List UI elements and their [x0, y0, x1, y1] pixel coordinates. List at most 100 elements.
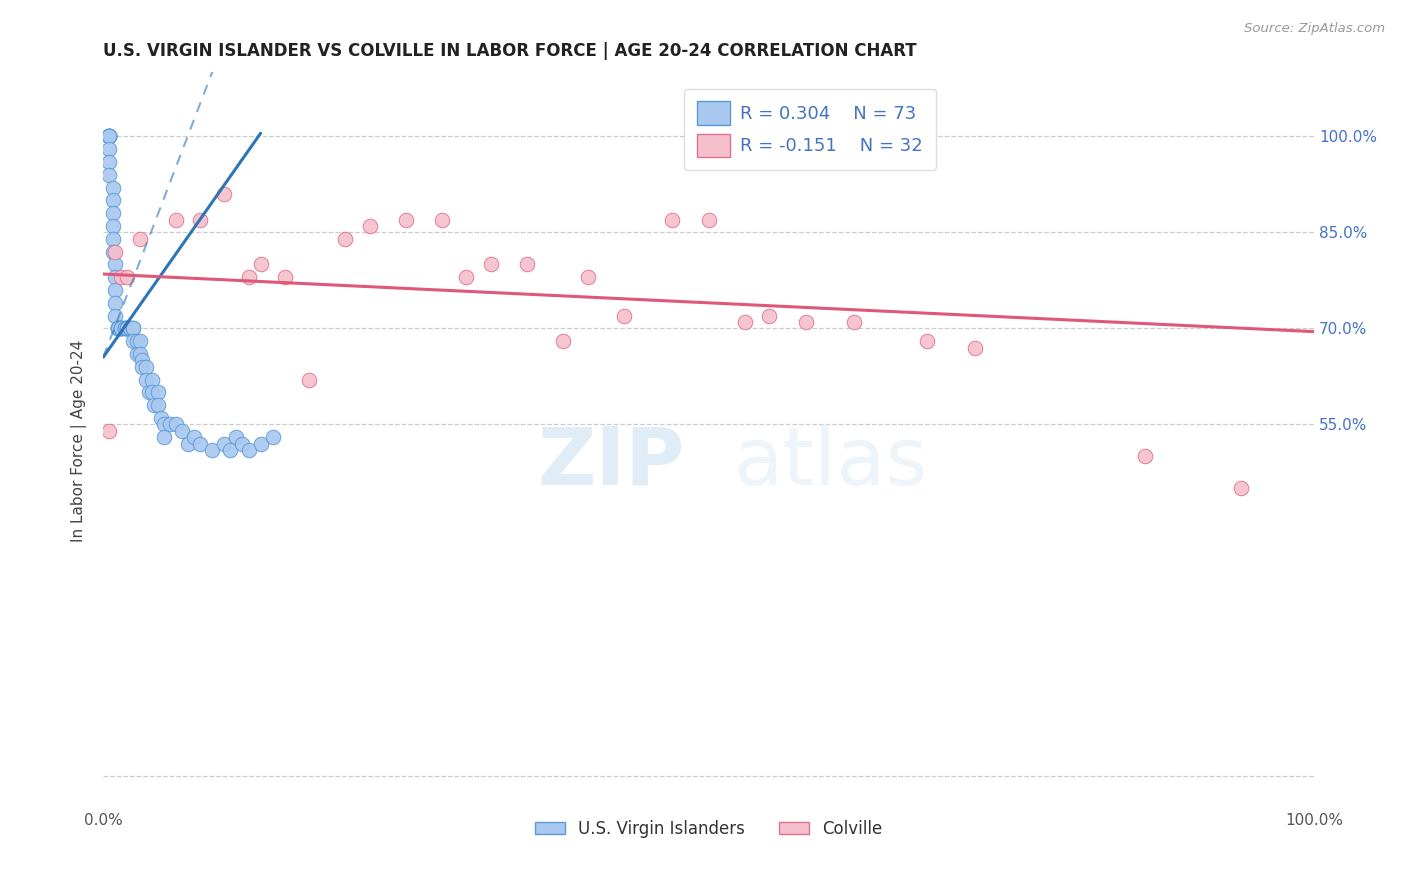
Point — [553, 334, 575, 349]
Point — [107, 321, 129, 335]
Point — [114, 321, 136, 335]
Point — [98, 155, 121, 169]
Point — [110, 270, 132, 285]
Point — [107, 321, 129, 335]
Point — [335, 232, 357, 246]
Point — [274, 270, 297, 285]
Point — [165, 417, 187, 432]
Point — [101, 244, 124, 259]
Point — [117, 321, 139, 335]
Point — [118, 321, 141, 335]
Point — [183, 430, 205, 444]
Point — [104, 283, 127, 297]
Point — [395, 212, 418, 227]
Point — [135, 359, 157, 374]
Point — [146, 398, 169, 412]
Point — [159, 417, 181, 432]
Point — [734, 315, 756, 329]
Point — [516, 257, 538, 271]
Point — [104, 257, 127, 271]
Point — [150, 411, 173, 425]
Point — [107, 321, 129, 335]
Point — [117, 321, 139, 335]
Point — [249, 436, 271, 450]
Point — [963, 341, 986, 355]
Point — [101, 232, 124, 246]
Y-axis label: In Labor Force | Age 20-24: In Labor Force | Age 20-24 — [72, 339, 87, 541]
Point — [131, 353, 153, 368]
Point — [842, 315, 865, 329]
Point — [298, 373, 321, 387]
Point — [128, 347, 150, 361]
Point — [201, 443, 224, 458]
Point — [758, 309, 780, 323]
Point — [135, 373, 157, 387]
Point — [98, 129, 121, 144]
Point — [146, 385, 169, 400]
Point — [249, 257, 271, 271]
Point — [118, 321, 141, 335]
Point — [170, 424, 193, 438]
Point — [225, 430, 247, 444]
Point — [98, 129, 121, 144]
Point — [238, 270, 260, 285]
Point — [122, 321, 145, 335]
Point — [128, 232, 150, 246]
Point — [117, 270, 139, 285]
Point — [613, 309, 636, 323]
Point — [177, 436, 200, 450]
Point — [107, 321, 129, 335]
Point — [1133, 450, 1156, 464]
Point — [114, 321, 136, 335]
Point — [152, 430, 174, 444]
Point — [104, 295, 127, 310]
Point — [262, 430, 284, 444]
Point — [576, 270, 599, 285]
Text: Source: ZipAtlas.com: Source: ZipAtlas.com — [1244, 22, 1385, 36]
Point — [238, 443, 260, 458]
Point — [98, 129, 121, 144]
Legend: U.S. Virgin Islanders, Colville: U.S. Virgin Islanders, Colville — [529, 813, 889, 844]
Point — [110, 321, 132, 335]
Point — [110, 321, 132, 335]
Point — [697, 212, 720, 227]
Point — [122, 321, 145, 335]
Point — [359, 219, 381, 233]
Point — [143, 398, 166, 412]
Point — [117, 321, 139, 335]
Point — [118, 321, 141, 335]
Point — [110, 321, 132, 335]
Point — [165, 212, 187, 227]
Point — [231, 436, 253, 450]
Point — [214, 187, 236, 202]
Point — [114, 321, 136, 335]
Point — [661, 212, 683, 227]
Point — [128, 334, 150, 349]
Text: atlas: atlas — [733, 424, 927, 501]
Point — [110, 321, 132, 335]
Point — [104, 309, 127, 323]
Point — [98, 129, 121, 144]
Point — [188, 436, 211, 450]
Point — [104, 244, 127, 259]
Point — [101, 180, 124, 194]
Text: ZIP: ZIP — [537, 424, 685, 501]
Point — [138, 385, 160, 400]
Point — [98, 129, 121, 144]
Point — [101, 219, 124, 233]
Point — [915, 334, 938, 349]
Point — [479, 257, 502, 271]
Point — [219, 443, 242, 458]
Point — [127, 347, 149, 361]
Point — [794, 315, 817, 329]
Point — [98, 129, 121, 144]
Point — [127, 334, 149, 349]
Point — [432, 212, 454, 227]
Point — [1230, 482, 1253, 496]
Point — [98, 142, 121, 156]
Point — [214, 436, 236, 450]
Point — [152, 417, 174, 432]
Point — [456, 270, 478, 285]
Point — [188, 212, 211, 227]
Point — [101, 194, 124, 208]
